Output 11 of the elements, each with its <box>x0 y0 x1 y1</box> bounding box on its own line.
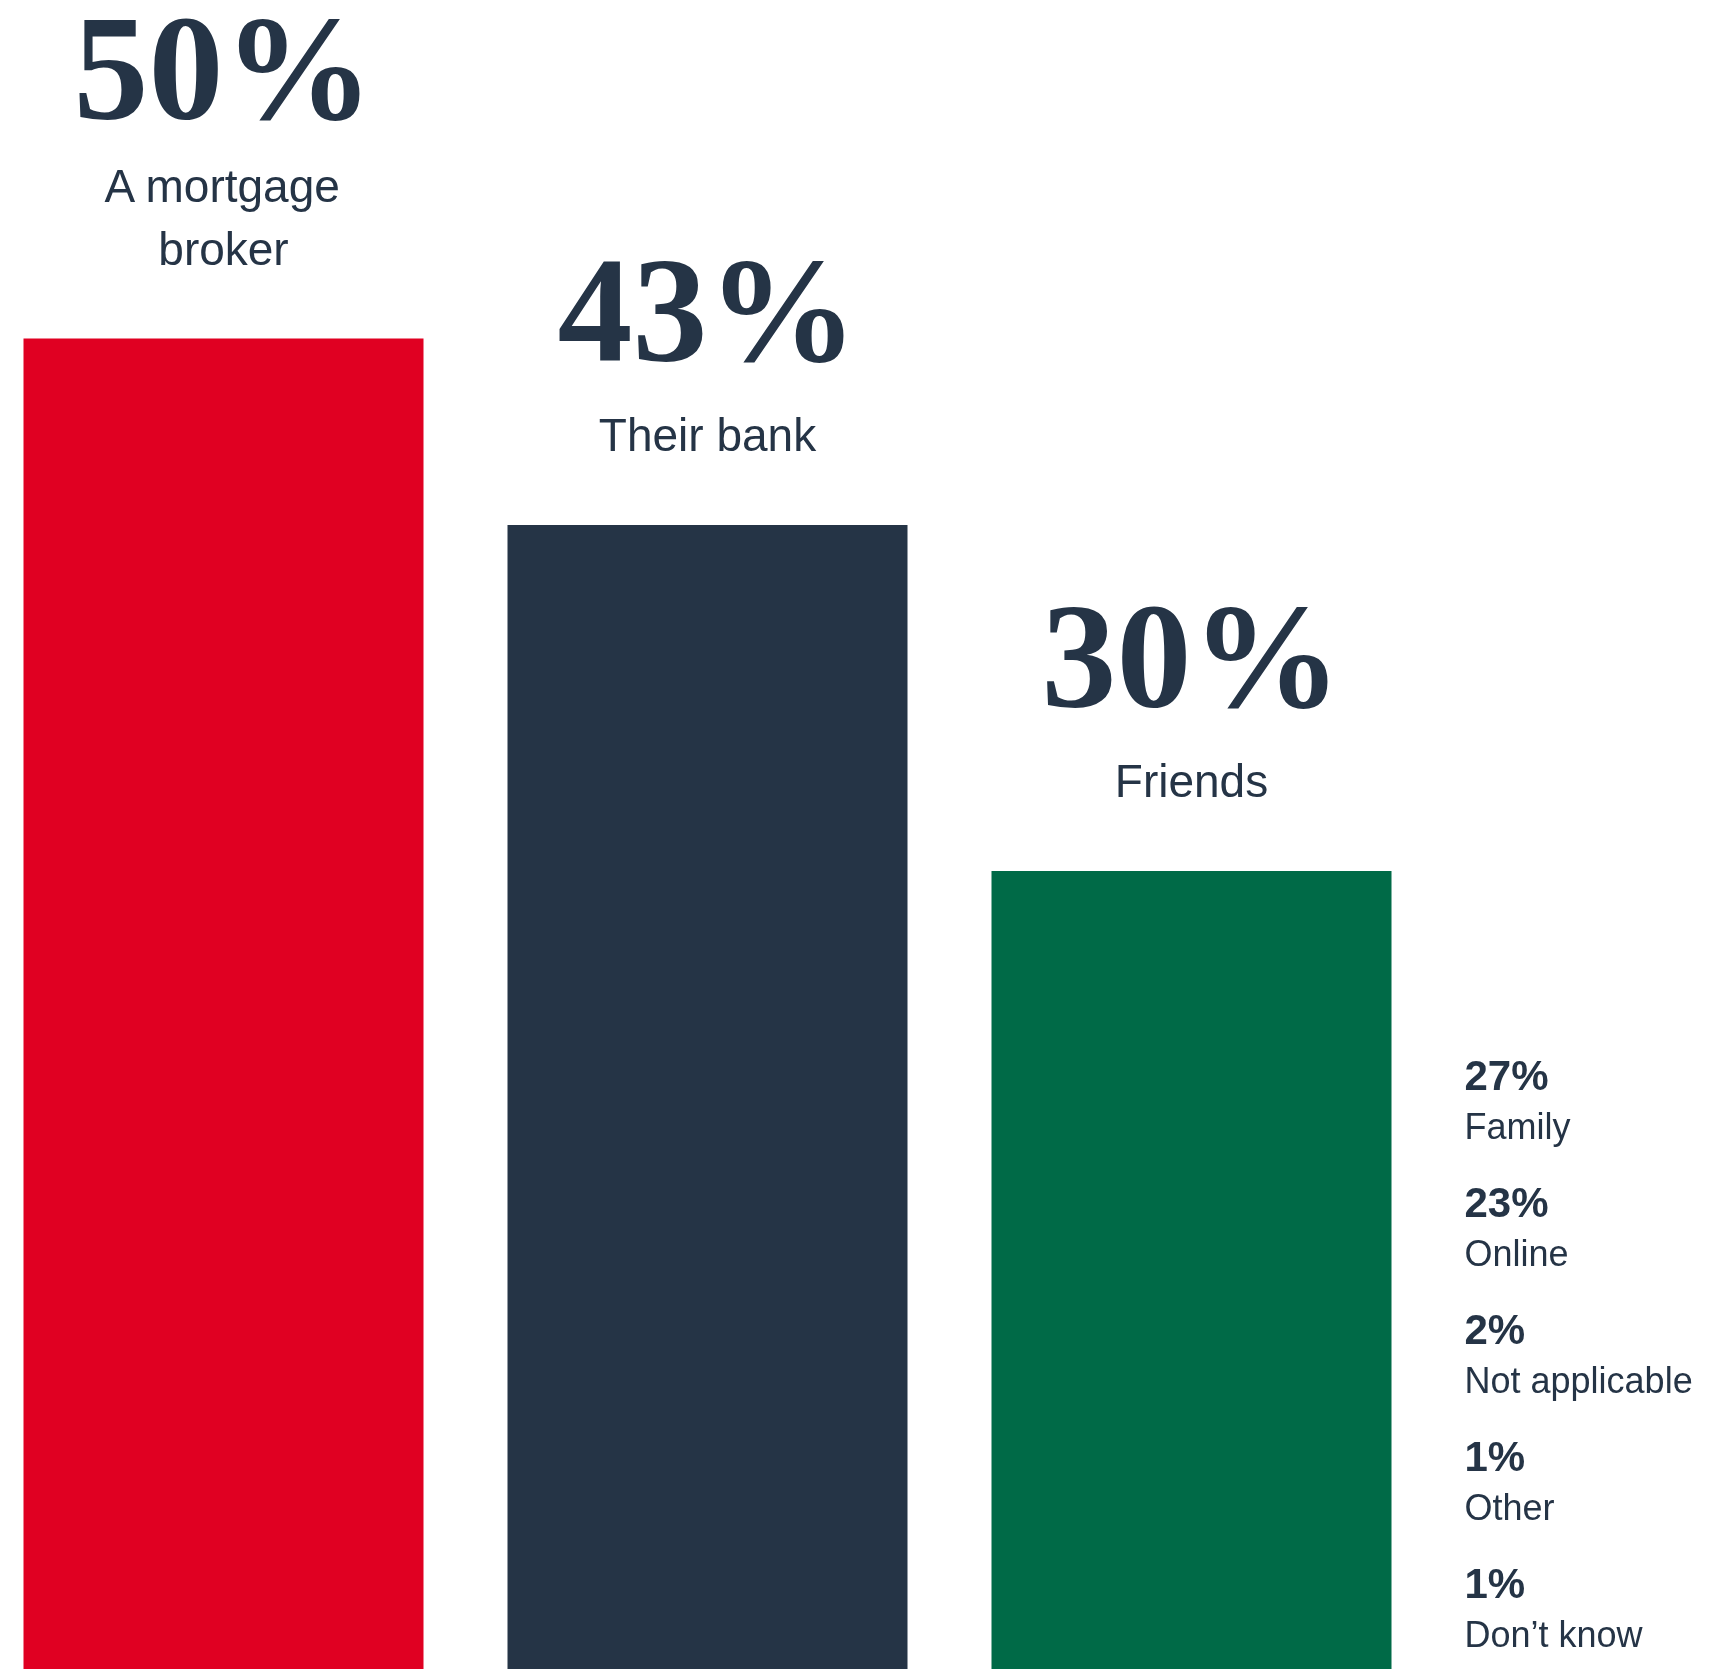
x-tick-label: Their bank <box>598 408 818 461</box>
x-tick-label: A mortgage broker <box>104 160 340 275</box>
annotation: 1% Other <box>1464 1432 1555 1528</box>
data-label: 43% <box>557 226 858 393</box>
x-tick-label: Friends <box>1114 754 1269 807</box>
data-label: 50% <box>73 0 374 151</box>
annotation: 1% Don’t know <box>1464 1559 1644 1655</box>
annotation: 23% Online <box>1464 1178 1569 1274</box>
data-label: 30% <box>1041 572 1342 739</box>
annotation: 2% Not applicable <box>1464 1305 1693 1401</box>
annotation: 27% Family <box>1464 1051 1571 1147</box>
